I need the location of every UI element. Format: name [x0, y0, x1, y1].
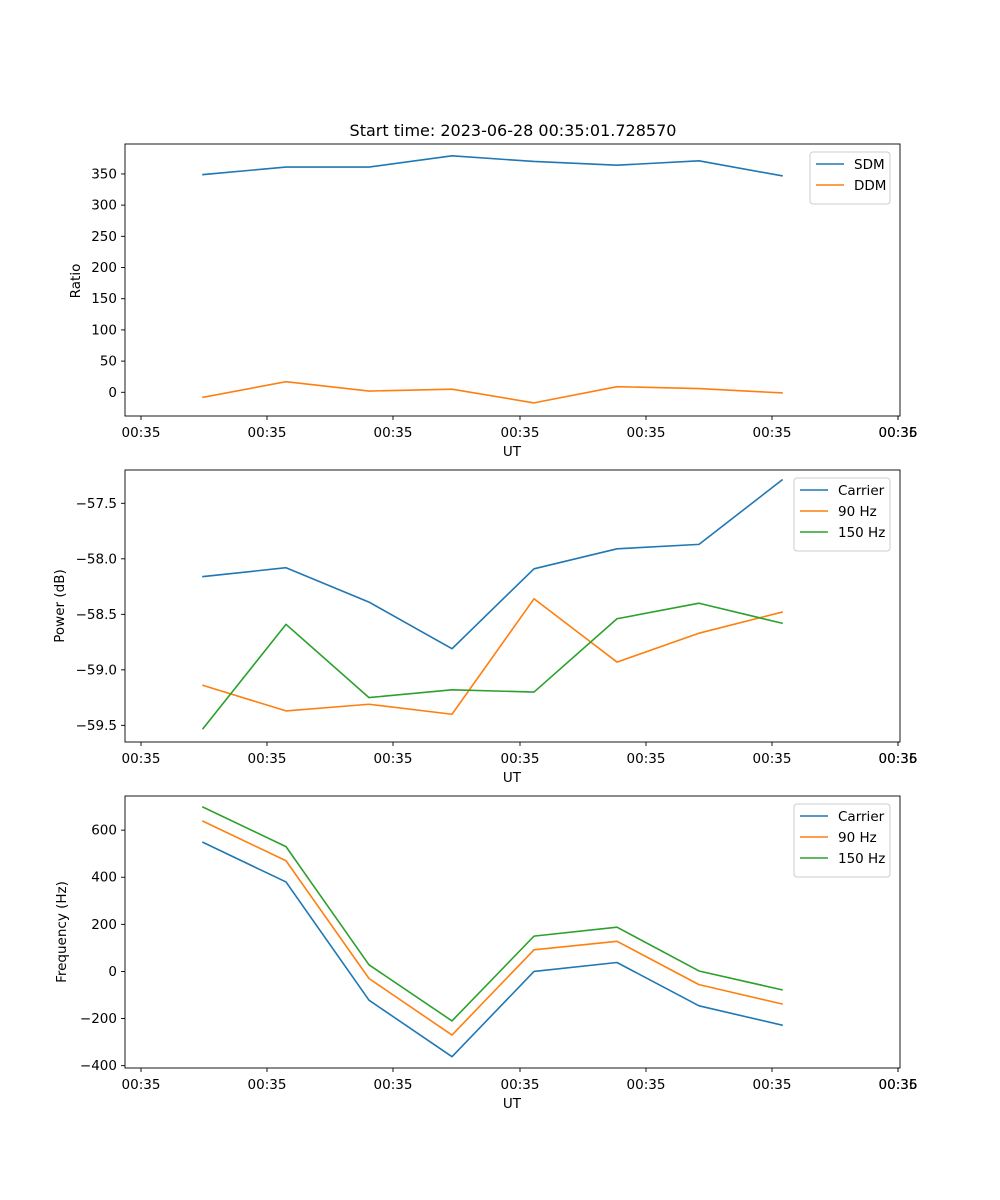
legend: SDM DDM	[809, 151, 891, 205]
y-tick-label: 0	[108, 964, 117, 980]
x-tick-label: 00:35	[879, 751, 918, 767]
chart-title: Start time: 2023-06-28 00:35:01.728570	[350, 121, 677, 140]
legend-label: 90 Hz	[838, 830, 877, 846]
legend-label: DDM	[854, 178, 886, 194]
y-tick-label: 600	[91, 823, 117, 839]
series-line-carrier	[201, 841, 783, 1058]
x-tick-label: 00:35	[122, 425, 161, 441]
y-tick-label: 350	[91, 166, 117, 182]
x-tick-label: 00:35	[374, 751, 413, 767]
series-line-150-hz	[201, 806, 783, 1022]
x-tick-label: 00:35	[248, 1077, 287, 1093]
series-line-90-hz	[202, 597, 783, 716]
x-tick-label: 00:35	[627, 1077, 666, 1093]
x-tick-label: 00:36	[879, 1077, 918, 1093]
series-line-90-hz	[201, 820, 783, 1036]
x-tick-label: 00:35	[122, 751, 161, 767]
legend-label: SDM	[854, 157, 885, 173]
legend-label: 90 Hz	[838, 504, 877, 520]
y-tick-label: 0	[108, 385, 117, 401]
x-tick-label: 00:35	[627, 751, 666, 767]
series-line-150-hz	[201, 602, 783, 730]
y-tick-label: −58.5	[76, 607, 117, 623]
y-tick-label: −59.5	[76, 718, 117, 734]
y-tick-label: −59.0	[76, 662, 117, 678]
plot-frame	[124, 795, 901, 1069]
x-tick-label: 00:35	[248, 425, 287, 441]
y-tick-label: 150	[91, 291, 117, 307]
series-line-carrier	[202, 478, 784, 650]
x-axis-label: UT	[503, 1096, 522, 1112]
y-axis-label: Power (dB)	[52, 569, 68, 642]
x-tick-label: 00:35	[879, 1077, 918, 1093]
legend-label: 150 Hz	[838, 851, 885, 867]
y-tick-label: −200	[80, 1011, 117, 1027]
ratio-panel: Start time: 2023-06-28 00:35:01.728570 U…	[68, 121, 917, 460]
y-tick-label: 200	[91, 917, 117, 933]
x-tick-label: 00:35	[501, 1077, 540, 1093]
legend: Carrier 90 Hz 150 Hz	[793, 803, 891, 878]
y-tick-label: −57.5	[76, 496, 117, 512]
x-tick-label: 00:35	[753, 751, 792, 767]
x-tick-label: 00:35	[627, 425, 666, 441]
y-tick-label: 200	[91, 260, 117, 276]
legend-label: Carrier	[838, 809, 885, 825]
x-tick-label: 00:35	[501, 425, 540, 441]
y-tick-label: −58.0	[76, 551, 117, 567]
y-tick-label: 300	[91, 198, 117, 214]
legend: Carrier 90 Hz 150 Hz	[793, 477, 891, 552]
y-axis-label: Frequency (Hz)	[54, 881, 70, 983]
x-tick-label: 00:36	[879, 425, 918, 441]
legend-label: Carrier	[838, 483, 885, 499]
y-tick-label: 250	[91, 229, 117, 245]
series-line-sdm	[202, 155, 783, 177]
x-axis-label: UT	[503, 770, 522, 786]
y-tick-label: 50	[100, 354, 117, 370]
x-tick-label: 00:35	[248, 751, 287, 767]
plot-frame	[124, 469, 901, 743]
y-tick-label: 100	[91, 322, 117, 338]
y-tick-label: 400	[91, 870, 117, 886]
power-panel: UT Power (dB) −59.5 −59.0 −58.5 −58.0 −57.5 0…	[52, 469, 918, 786]
x-tick-label: 00:35	[122, 1077, 161, 1093]
x-tick-label: 00:35	[753, 1077, 792, 1093]
x-axis-label: UT	[503, 444, 522, 460]
legend-box	[809, 151, 891, 205]
y-axis-label: Ratio	[68, 264, 84, 299]
x-tick-label: 00:35	[879, 425, 918, 441]
legend-label: 150 Hz	[838, 525, 885, 541]
frequency-panel: UT Frequency (Hz) −400 −200 0 200 400 600 00:3…	[54, 795, 918, 1112]
x-tick-label: 00:36	[879, 751, 918, 767]
series-line-ddm	[202, 380, 783, 404]
plot-frame	[124, 143, 901, 417]
y-tick-label: −400	[80, 1058, 117, 1074]
x-tick-label: 00:35	[501, 751, 540, 767]
x-tick-label: 00:35	[753, 425, 792, 441]
x-tick-label: 00:35	[374, 1077, 413, 1093]
x-tick-label: 00:35	[374, 425, 413, 441]
